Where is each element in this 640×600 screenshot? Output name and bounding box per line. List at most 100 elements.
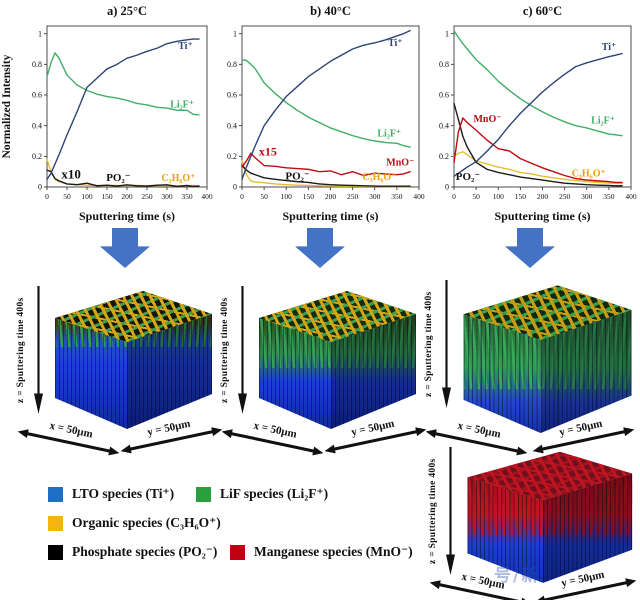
- svg-text:0.8: 0.8: [439, 60, 449, 69]
- svg-text:50: 50: [260, 192, 268, 201]
- svg-text:0.4: 0.4: [227, 121, 237, 130]
- organic-color-swatch: [48, 515, 63, 531]
- legend-label: Organic species (C₃H₆O⁺): [72, 515, 221, 530]
- cube-block-40c: z = Sputtering time 400s x = 50µm y = 50…: [220, 276, 426, 458]
- legend-item-organic: Organic species (C₃H₆O⁺): [48, 515, 221, 531]
- svg-text:250: 250: [141, 192, 153, 201]
- svg-text:a) 25°C: a) 25°C: [107, 4, 147, 18]
- cube-block-manganese: z = Sputtering time 400s x = 50µm y = 50…: [428, 437, 634, 599]
- svg-text:c) 60°C: c) 60°C: [523, 4, 562, 18]
- svg-text:Ti⁺: Ti⁺: [178, 41, 193, 52]
- svg-text:1: 1: [38, 29, 42, 38]
- svg-text:50: 50: [63, 192, 71, 201]
- legend-item-lto: LTO species (Ti⁺): [48, 486, 174, 502]
- legend-item-manganese: Manganese species (MnO⁻): [230, 544, 413, 560]
- svg-text:Sputtering time (s): Sputtering time (s): [495, 209, 591, 223]
- cube-block-25c: z = Sputtering time 400s x = 50µm y = 50…: [16, 276, 222, 458]
- svg-text:350: 350: [391, 192, 403, 201]
- cube-block-60c: z = Sputtering time 400s x = 50µm y = 50…: [424, 270, 630, 452]
- svg-text:1: 1: [445, 29, 449, 38]
- svg-text:100: 100: [281, 192, 293, 201]
- z-axis-arrow-icon: [442, 280, 451, 408]
- z-axis-arrow-icon: [34, 286, 43, 414]
- svg-text:1: 1: [233, 29, 237, 38]
- svg-text:300: 300: [581, 192, 593, 201]
- z-axis-arrow-icon: [446, 447, 455, 575]
- lif-color-swatch: [196, 486, 211, 502]
- svg-text:300: 300: [161, 192, 173, 201]
- svg-text:150: 150: [101, 192, 113, 201]
- cube-render-40c: [251, 286, 419, 432]
- svg-text:Li₂F⁺: Li₂F⁺: [170, 99, 194, 110]
- svg-text:Ti⁺: Ti⁺: [602, 42, 617, 53]
- svg-text:400: 400: [625, 192, 637, 201]
- legend-label: Manganese species (MnO⁻): [254, 544, 413, 559]
- svg-text:200: 200: [537, 192, 549, 201]
- lto-color-swatch: [48, 486, 63, 502]
- svg-text:Li₂F⁺: Li₂F⁺: [377, 128, 401, 139]
- chart-panel-40c: b) 40°C 0 0.2 0.4 0.6 0.8 1 0 50 100 150 200 250 300 3…: [212, 0, 428, 226]
- svg-text:100: 100: [81, 192, 93, 201]
- svg-text:Ti⁺: Ti⁺: [388, 38, 403, 49]
- svg-text:0.2: 0.2: [227, 152, 237, 161]
- phosphate-color-swatch: [48, 544, 63, 560]
- svg-text:0: 0: [445, 183, 449, 192]
- svg-text:100: 100: [493, 192, 505, 201]
- cube-render-60c: [455, 280, 635, 436]
- svg-text:MnO⁻: MnO⁻: [386, 158, 414, 169]
- manganese-color-swatch: [230, 544, 245, 560]
- chart-panel-60c: c) 60°C 0 0.2 0.4 0.6 0.8 1 0 50 100 150 200 250 300 3…: [424, 0, 640, 226]
- down-arrow-icon: [295, 228, 345, 268]
- svg-text:400: 400: [413, 192, 425, 201]
- svg-text:150: 150: [303, 192, 315, 201]
- legend-item-lif: LiF species (Li₂F⁺): [196, 486, 328, 502]
- down-arrow-icon: [505, 228, 555, 268]
- svg-text:0: 0: [233, 183, 237, 192]
- z-axis-label: z = Sputtering time 400s: [428, 458, 438, 564]
- svg-text:0: 0: [38, 183, 42, 192]
- down-arrow-icon: [100, 228, 150, 268]
- svg-text:0.4: 0.4: [439, 121, 449, 130]
- svg-text:50: 50: [472, 192, 480, 201]
- svg-text:MnO⁻: MnO⁻: [473, 114, 501, 125]
- svg-text:350: 350: [181, 192, 193, 201]
- svg-text:Sputtering time (s): Sputtering time (s): [283, 209, 379, 223]
- z-axis-arrow-icon: [238, 286, 247, 414]
- svg-text:0.2: 0.2: [439, 152, 449, 161]
- svg-text:PO₂⁻: PO₂⁻: [456, 171, 481, 183]
- legend-item-phosphate: Phosphate species (PO₂⁻): [48, 544, 217, 560]
- svg-text:C₃H₆O⁺: C₃H₆O⁺: [572, 168, 606, 179]
- z-axis-label: z = Sputtering time 400s: [424, 291, 434, 397]
- svg-text:0.8: 0.8: [227, 60, 237, 69]
- watermark: 号/新: [494, 566, 541, 586]
- svg-text:200: 200: [121, 192, 133, 201]
- svg-text:0.2: 0.2: [32, 152, 42, 161]
- svg-text:Normalized Intensity: Normalized Intensity: [1, 54, 13, 158]
- depth-profile-chart-40c: b) 40°C 0 0.2 0.4 0.6 0.8 1 0 50 100 150 200 250 300 3…: [227, 4, 425, 223]
- svg-text:0: 0: [452, 192, 456, 201]
- svg-text:Li₂F⁺: Li₂F⁺: [591, 115, 615, 126]
- svg-text:x10: x10: [61, 167, 81, 182]
- cube-render-25c: [47, 286, 215, 432]
- svg-text:x15: x15: [259, 145, 277, 159]
- svg-text:400: 400: [201, 192, 213, 201]
- svg-text:0.6: 0.6: [32, 91, 42, 100]
- svg-text:350: 350: [603, 192, 615, 201]
- svg-text:C₃H₆O⁺: C₃H₆O⁺: [362, 172, 396, 183]
- legend-label: LTO species (Ti⁺): [72, 486, 175, 501]
- svg-text:200: 200: [325, 192, 337, 201]
- svg-text:150: 150: [515, 192, 527, 201]
- legend-label: LiF species (Li₂F⁺): [220, 486, 329, 501]
- svg-text:Sputtering time (s): Sputtering time (s): [79, 209, 175, 223]
- svg-text:0.6: 0.6: [439, 91, 449, 100]
- svg-text:b) 40°C: b) 40°C: [310, 4, 351, 18]
- svg-text:0.4: 0.4: [32, 121, 42, 130]
- z-axis-label: z = Sputtering time 400s: [16, 297, 26, 403]
- svg-text:PO₂⁻: PO₂⁻: [285, 170, 310, 182]
- depth-profile-chart-25c: a) 25°C 0 0.2 0.4 0.6 0.8 1 0 50 100 150 200 250 300 3…: [1, 4, 213, 223]
- svg-text:250: 250: [347, 192, 359, 201]
- svg-text:0: 0: [45, 192, 49, 201]
- svg-text:300: 300: [369, 192, 381, 201]
- legend-label: Phosphate species (PO₂⁻): [72, 544, 218, 559]
